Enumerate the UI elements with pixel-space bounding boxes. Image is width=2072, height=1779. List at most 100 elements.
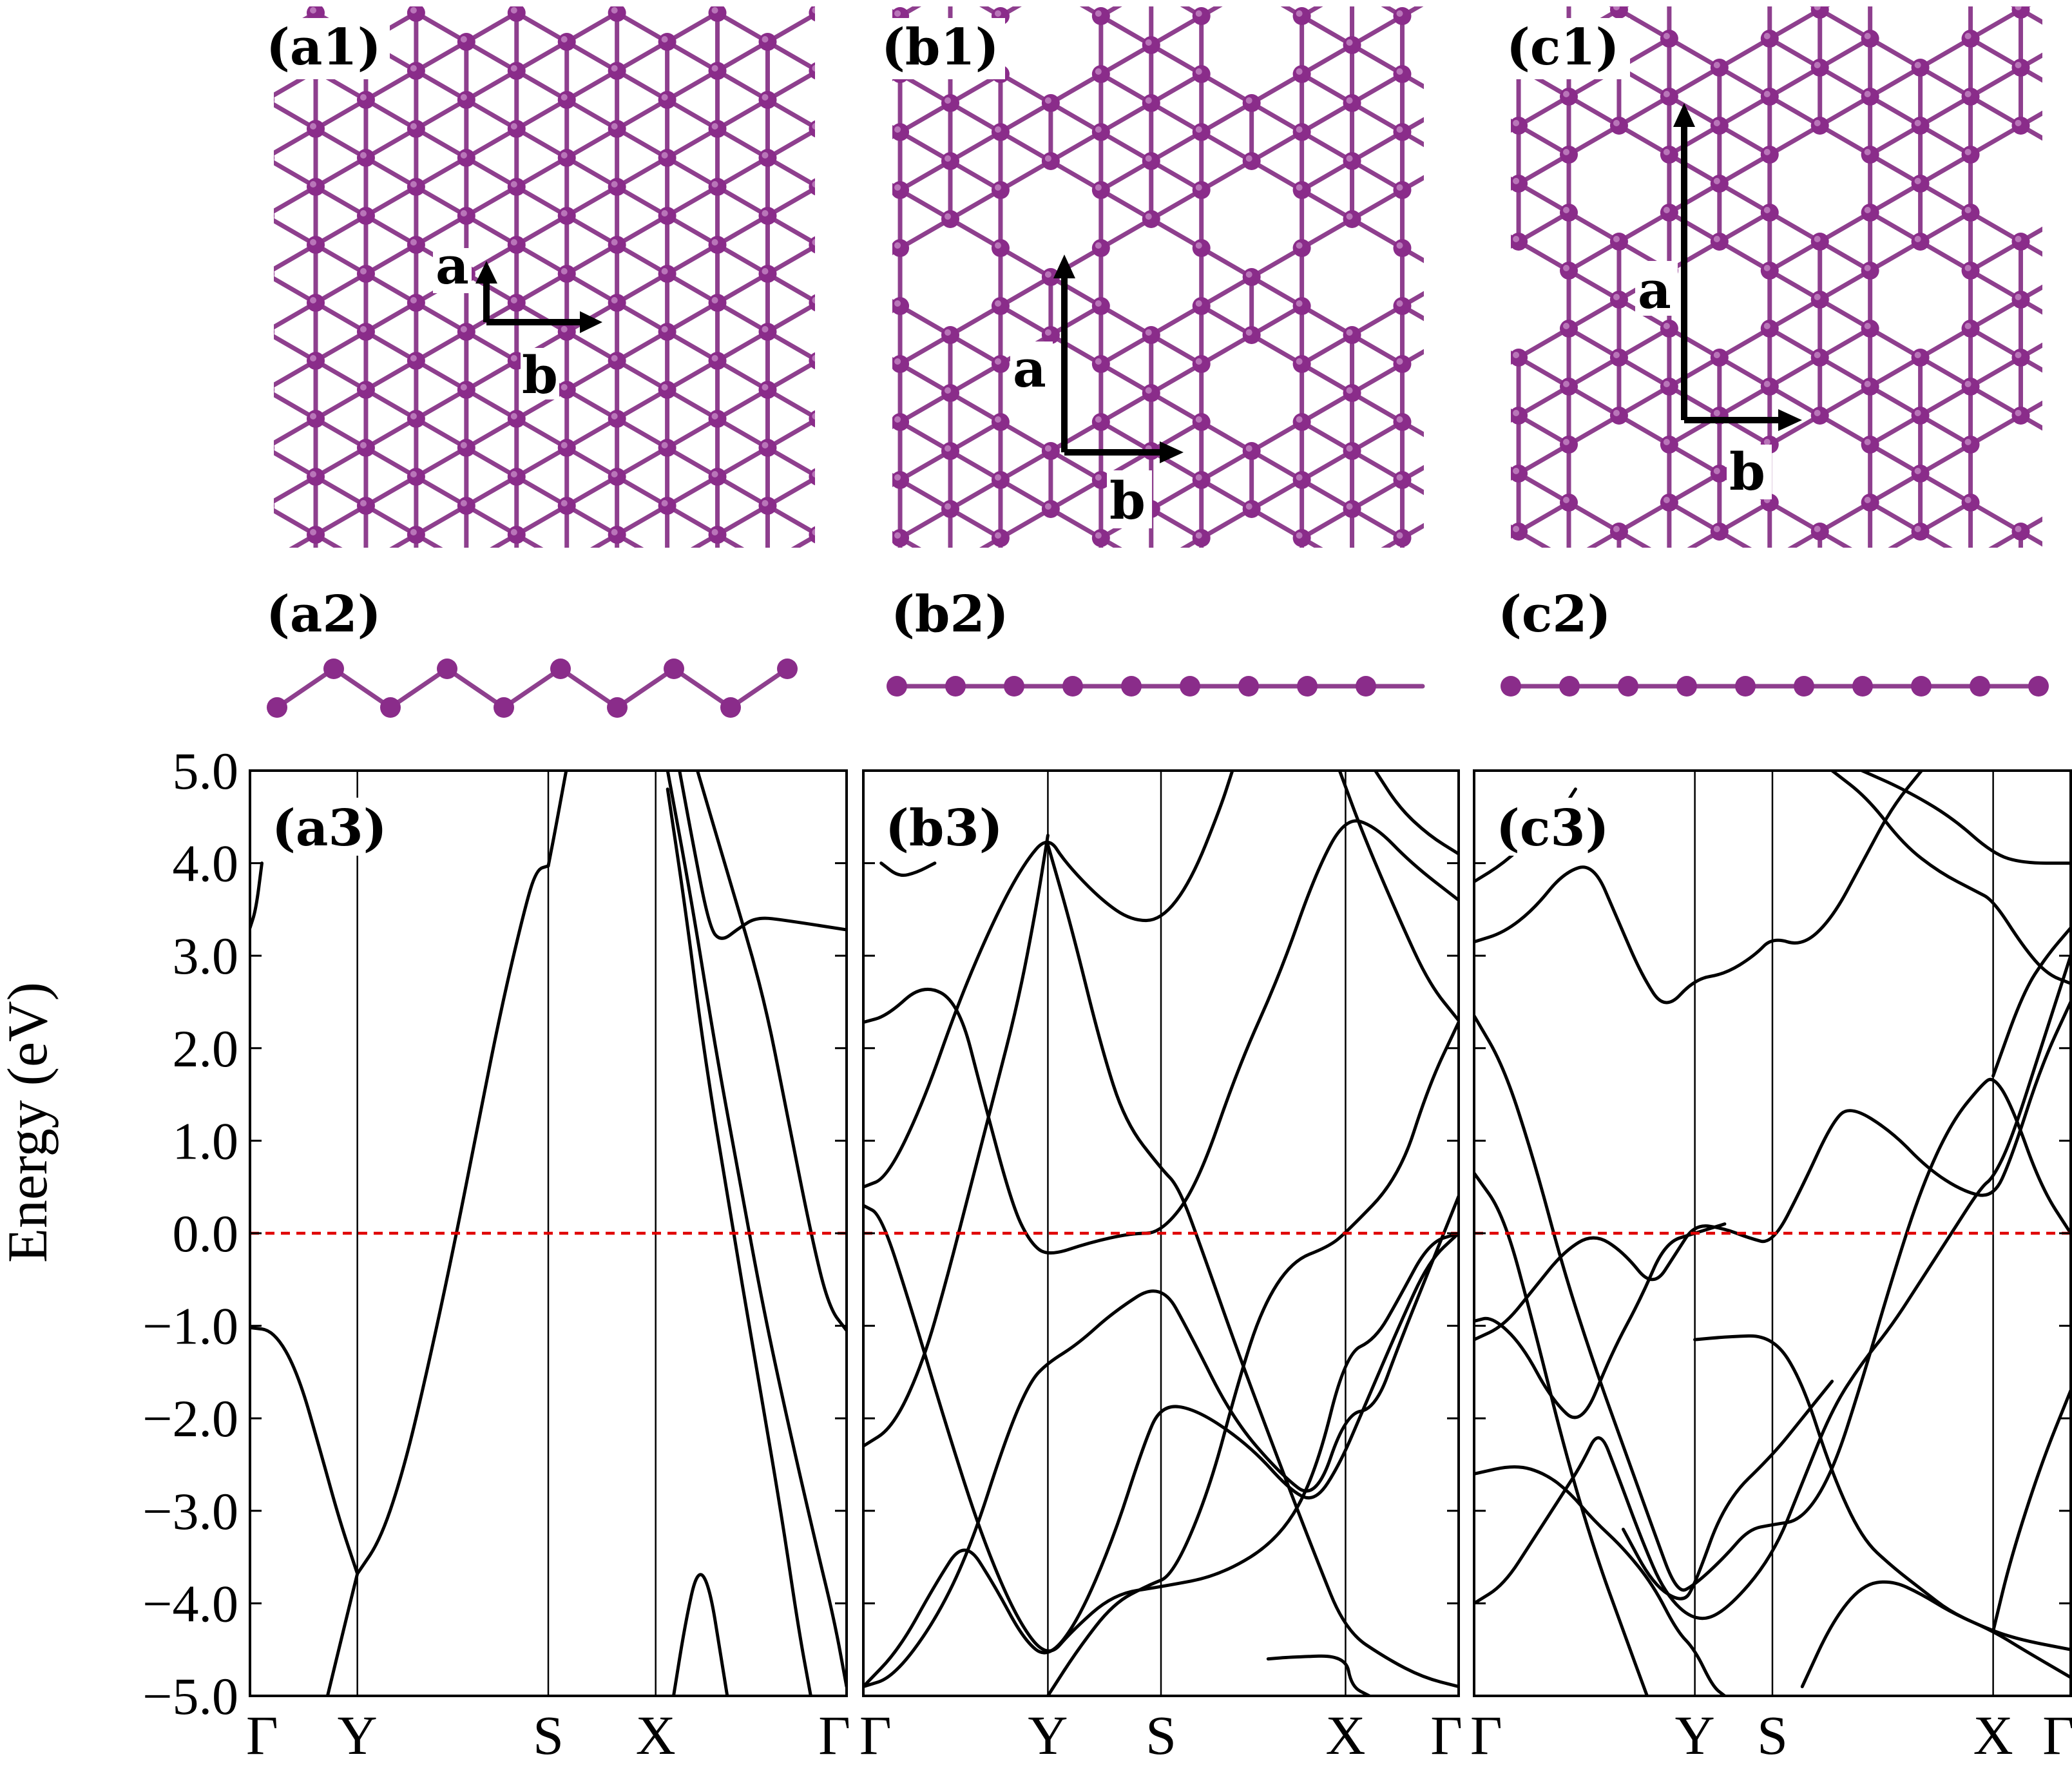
- atom: [1091, 7, 1110, 25]
- atom: [658, 265, 676, 283]
- atom: [1544, 558, 1562, 576]
- band-line: [1474, 1465, 1727, 1696]
- atom: [1091, 413, 1110, 431]
- atom: [1911, 407, 1930, 425]
- atom: [758, 729, 776, 747]
- atom: [1493, 355, 1511, 373]
- atom: [758, 323, 777, 341]
- atom: [1343, 36, 1361, 54]
- atom: [1443, 616, 1461, 634]
- band-line: [863, 1204, 1459, 1653]
- atom: [1292, 123, 1311, 141]
- atom: [758, 149, 777, 167]
- atom: [1242, 152, 1261, 170]
- atom: [1242, 94, 1261, 112]
- atom: [658, 439, 676, 457]
- atom: [1544, 674, 1562, 692]
- atom: [558, 729, 576, 747]
- atom: [1142, 94, 1160, 112]
- atom: [274, 444, 275, 452]
- atom: [206, 526, 224, 544]
- atom: [658, 323, 676, 341]
- atom: [274, 96, 275, 104]
- atom: [323, 659, 344, 679]
- atom: [1459, 668, 1477, 686]
- atom: [1292, 297, 1311, 315]
- atom: [1393, 703, 1411, 721]
- atom: [356, 207, 375, 225]
- atom: [607, 697, 628, 718]
- atom: [1493, 413, 1511, 431]
- atom: [841, 442, 859, 460]
- atom: [1459, 262, 1477, 280]
- atom: [809, 526, 815, 544]
- atom: [1393, 7, 1412, 25]
- atom: [809, 410, 815, 428]
- atom: [557, 207, 576, 225]
- atom: [2062, 88, 2072, 106]
- atom: [758, 439, 777, 457]
- atom: [457, 149, 475, 167]
- atom: [758, 207, 777, 225]
- atom: [1560, 262, 1578, 280]
- atom: [1711, 697, 1729, 715]
- y-tick-label: 3.0: [173, 927, 239, 985]
- atom: [1861, 146, 1879, 164]
- atom: [1961, 436, 1980, 454]
- vector-a-label: a: [436, 235, 469, 296]
- atom: [1343, 210, 1361, 228]
- atom: [1852, 676, 1873, 697]
- atom: [1810, 59, 1829, 77]
- band-line: [1338, 771, 1459, 1023]
- band-line: [325, 1572, 360, 1696]
- atom: [1710, 349, 1729, 367]
- atom: [658, 91, 676, 109]
- y-tick-label: 2.0: [173, 1019, 239, 1078]
- atom: [1042, 674, 1060, 692]
- atom: [1343, 152, 1361, 170]
- atom: [1861, 436, 1879, 454]
- k-point-label: S: [1757, 1704, 1788, 1766]
- atom: [1912, 697, 1930, 715]
- atom: [1911, 465, 1930, 483]
- atom: [841, 616, 859, 634]
- atom: [992, 703, 1010, 721]
- atom: [809, 294, 815, 312]
- atom: [1393, 645, 1411, 663]
- atom: [407, 236, 425, 254]
- band-line: [678, 771, 847, 940]
- atom: [758, 381, 777, 399]
- atom: [1041, 94, 1060, 112]
- atom: [1091, 297, 1110, 315]
- atom: [1493, 297, 1511, 315]
- label-a2: (a2): [266, 585, 381, 644]
- atom: [1810, 349, 1829, 367]
- atom: [1459, 494, 1477, 512]
- atom: [941, 558, 959, 576]
- atom: [841, 94, 859, 112]
- atom: [1660, 320, 1678, 338]
- atom: [809, 62, 815, 80]
- atom: [1962, 610, 1980, 628]
- atom: [1911, 175, 1930, 193]
- atom: [1493, 703, 1511, 721]
- atom: [1193, 703, 1211, 721]
- band-line: [1474, 771, 1923, 1005]
- atom: [1961, 378, 1980, 396]
- atom: [356, 91, 375, 109]
- atom: [1459, 146, 1477, 164]
- atom: [256, 555, 274, 573]
- band-line: [1266, 1654, 1371, 1696]
- atom: [1660, 668, 1678, 686]
- atom: [1242, 326, 1261, 344]
- atom: [2011, 407, 2030, 425]
- atom: [307, 642, 325, 660]
- atom: [1041, 442, 1060, 460]
- atom: [809, 120, 815, 138]
- atom: [664, 659, 684, 679]
- atom: [2062, 204, 2072, 222]
- atom: [841, 268, 859, 286]
- atom: [658, 207, 676, 225]
- panel-label: (b3): [885, 799, 1003, 858]
- atom: [892, 471, 910, 489]
